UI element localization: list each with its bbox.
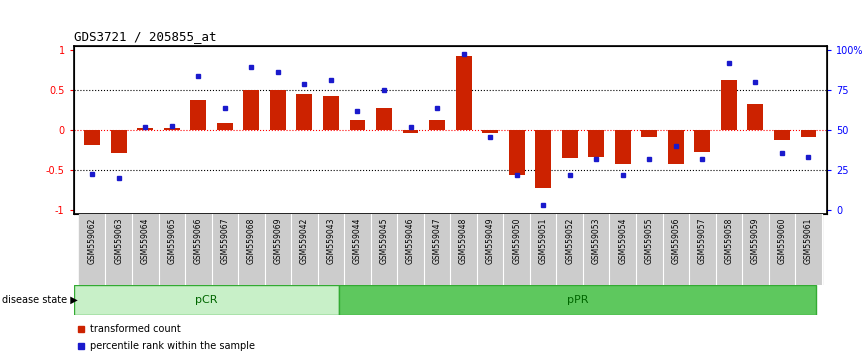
- Text: GSM559052: GSM559052: [565, 218, 574, 264]
- Bar: [503, 214, 530, 285]
- Bar: [397, 214, 423, 285]
- Bar: [243, 90, 259, 130]
- Text: GSM559048: GSM559048: [459, 218, 469, 264]
- Bar: [339, 285, 817, 315]
- Bar: [111, 130, 126, 153]
- Bar: [615, 130, 630, 164]
- Bar: [265, 214, 291, 285]
- Text: transformed count: transformed count: [90, 324, 181, 333]
- Bar: [106, 214, 132, 285]
- Bar: [588, 130, 604, 156]
- Bar: [774, 130, 790, 140]
- Text: GSM559051: GSM559051: [539, 218, 547, 264]
- Bar: [216, 123, 233, 130]
- Bar: [423, 214, 450, 285]
- Bar: [238, 214, 265, 285]
- Text: GSM559056: GSM559056: [671, 218, 681, 264]
- Bar: [185, 214, 211, 285]
- Bar: [371, 214, 397, 285]
- Bar: [535, 130, 551, 188]
- Text: disease state ▶: disease state ▶: [2, 295, 77, 305]
- Text: GSM559045: GSM559045: [379, 218, 389, 264]
- Bar: [429, 120, 445, 130]
- Bar: [350, 120, 365, 130]
- Bar: [695, 130, 710, 152]
- Bar: [482, 130, 498, 133]
- Text: GSM559042: GSM559042: [300, 218, 309, 264]
- Bar: [270, 90, 286, 130]
- Bar: [477, 214, 503, 285]
- Bar: [450, 214, 477, 285]
- Text: GSM559059: GSM559059: [751, 218, 759, 264]
- Text: GSM559058: GSM559058: [724, 218, 734, 264]
- Text: GSM559066: GSM559066: [194, 218, 203, 264]
- Bar: [662, 214, 689, 285]
- Bar: [715, 214, 742, 285]
- Bar: [138, 129, 153, 130]
- Text: GSM559044: GSM559044: [353, 218, 362, 264]
- Text: pCR: pCR: [195, 295, 217, 305]
- Text: GSM559060: GSM559060: [778, 218, 786, 264]
- Bar: [636, 214, 662, 285]
- Text: GSM559069: GSM559069: [274, 218, 282, 264]
- Text: GSM559047: GSM559047: [432, 218, 442, 264]
- Bar: [158, 214, 185, 285]
- Text: GSM559043: GSM559043: [326, 218, 335, 264]
- Text: GSM559057: GSM559057: [698, 218, 707, 264]
- Bar: [132, 214, 158, 285]
- Bar: [291, 214, 318, 285]
- Text: percentile rank within the sample: percentile rank within the sample: [90, 341, 255, 351]
- Bar: [74, 285, 339, 315]
- Bar: [642, 130, 657, 137]
- Bar: [508, 130, 525, 175]
- Text: GSM559063: GSM559063: [114, 218, 123, 264]
- Bar: [79, 214, 106, 285]
- Bar: [721, 80, 737, 130]
- Bar: [795, 214, 822, 285]
- Text: GSM559046: GSM559046: [406, 218, 415, 264]
- Bar: [530, 214, 557, 285]
- Bar: [689, 214, 715, 285]
- Bar: [742, 214, 769, 285]
- Bar: [583, 214, 610, 285]
- Bar: [376, 108, 392, 130]
- Text: GSM559065: GSM559065: [167, 218, 177, 264]
- Text: GSM559050: GSM559050: [512, 218, 521, 264]
- Bar: [747, 104, 763, 130]
- Bar: [164, 129, 180, 130]
- Bar: [191, 100, 206, 130]
- Text: GSM559049: GSM559049: [486, 218, 494, 264]
- Text: GSM559061: GSM559061: [804, 218, 813, 264]
- Bar: [296, 94, 313, 130]
- Bar: [84, 130, 100, 144]
- Bar: [562, 130, 578, 158]
- Bar: [668, 130, 684, 164]
- Bar: [403, 130, 418, 133]
- Text: GSM559053: GSM559053: [591, 218, 601, 264]
- Text: GDS3721 / 205855_at: GDS3721 / 205855_at: [74, 30, 216, 44]
- Text: GSM559067: GSM559067: [220, 218, 229, 264]
- Bar: [318, 214, 344, 285]
- Text: GSM559062: GSM559062: [87, 218, 97, 264]
- Bar: [456, 56, 472, 130]
- Bar: [323, 96, 339, 130]
- Bar: [769, 214, 795, 285]
- Text: pPR: pPR: [567, 295, 588, 305]
- Bar: [211, 214, 238, 285]
- Bar: [610, 214, 636, 285]
- Bar: [557, 214, 583, 285]
- Text: GSM559068: GSM559068: [247, 218, 255, 264]
- Bar: [344, 214, 371, 285]
- Text: GSM559064: GSM559064: [141, 218, 150, 264]
- Text: GSM559055: GSM559055: [645, 218, 654, 264]
- Text: GSM559054: GSM559054: [618, 218, 627, 264]
- Bar: [800, 130, 817, 137]
